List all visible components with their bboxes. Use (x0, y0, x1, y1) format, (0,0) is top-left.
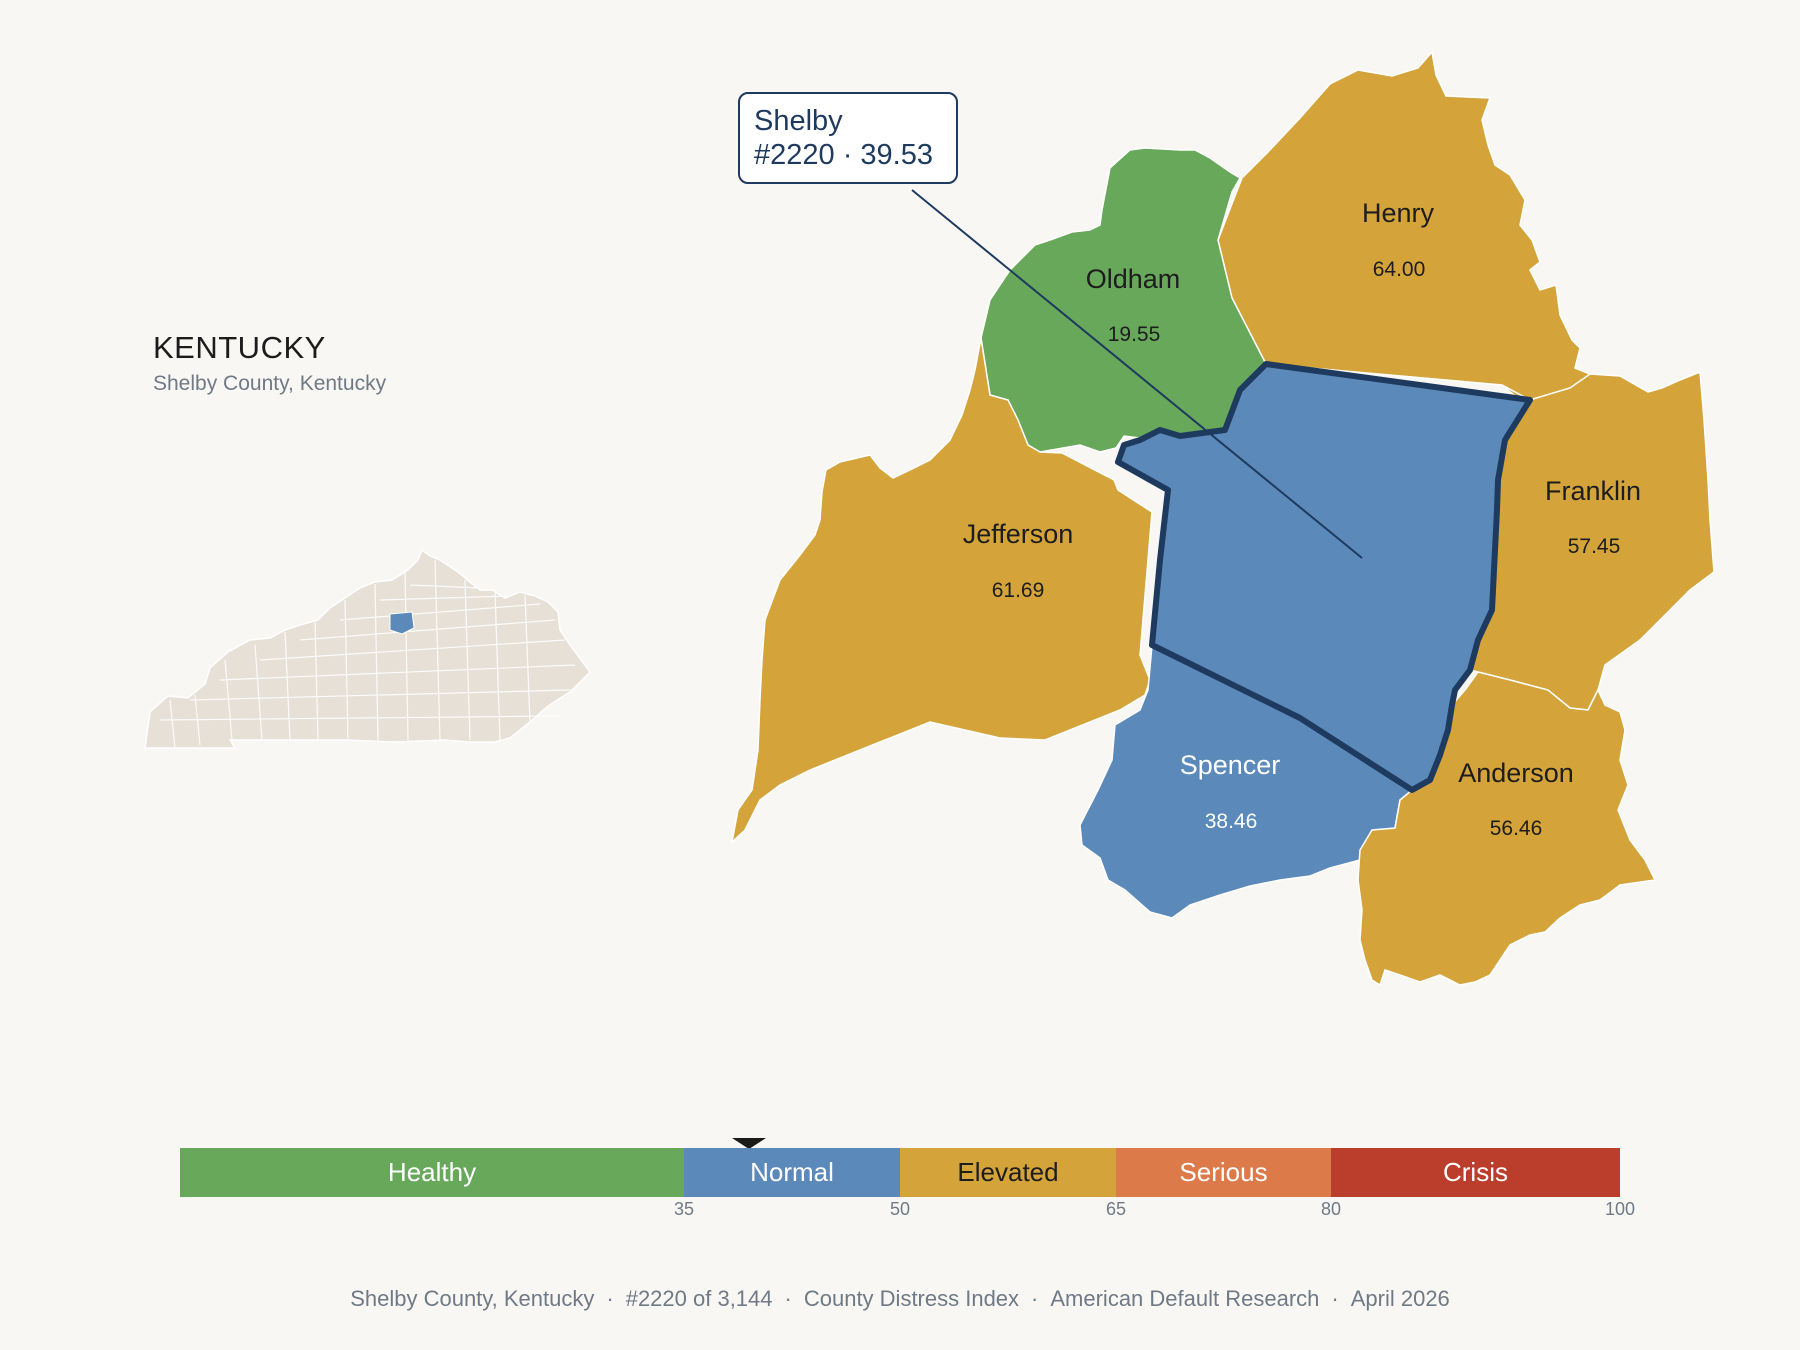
county-label-jefferson: Jefferson (963, 519, 1074, 549)
legend-segment-healthy: Healthy (180, 1148, 684, 1197)
state-title: KENTUCKY (153, 330, 326, 365)
shelby-inset-highlight (389, 611, 415, 635)
county-value-spencer: 38.46 (1205, 810, 1258, 833)
legend-tick-100: 100 (1604, 1199, 1636, 1219)
callout-leader-line (911, 189, 1363, 559)
legend-tick-35: 35 (673, 1199, 695, 1219)
legend-segment-normal: Normal (684, 1148, 900, 1197)
county-jefferson[interactable] (730, 337, 1153, 845)
county-value-jefferson: 61.69 (992, 579, 1045, 602)
callout-rank-value: #2220 · 39.53 (754, 139, 933, 171)
footer-source: American Default Research (1050, 1286, 1320, 1311)
county-anderson[interactable] (1357, 671, 1657, 987)
county-label-anderson: Anderson (1458, 758, 1574, 788)
footer-date: April 2026 (1350, 1286, 1450, 1311)
legend-tick-65: 65 (1105, 1199, 1127, 1219)
legend-pointer-icon (732, 1138, 766, 1149)
footer-rank: #2220 of 3,144 (625, 1286, 773, 1311)
county-value-anderson: 56.46 (1490, 817, 1543, 840)
county-value-franklin: 57.45 (1568, 535, 1621, 558)
footer: Shelby County, Kentucky · #2220 of 3,144 · C… (350, 1286, 1450, 1311)
legend-segment-crisis: Crisis (1331, 1148, 1620, 1197)
county-value-henry: 64.00 (1373, 258, 1426, 281)
state-subtitle: Shelby County, Kentucky (153, 372, 387, 395)
county-label-franklin: Franklin (1545, 476, 1641, 506)
county-callout: Shelby #2220 · 39.53 (738, 92, 958, 184)
legend-segment-elevated: Elevated (900, 1148, 1116, 1197)
kentucky-inset-map (144, 548, 591, 749)
legend-tick-80: 80 (1320, 1199, 1342, 1219)
county-value-oldham: 19.55 (1108, 323, 1161, 346)
footer-index: County Distress Index (803, 1286, 1020, 1311)
legend-segment-serious: Serious (1116, 1148, 1331, 1197)
county-label-oldham: Oldham (1086, 264, 1181, 294)
footer-county: Shelby County, Kentucky (350, 1286, 595, 1311)
legend-tick-50: 50 (889, 1199, 911, 1219)
callout-county-name: Shelby (754, 105, 843, 137)
county-shelby[interactable] (1115, 361, 1533, 793)
county-label-henry: Henry (1362, 198, 1435, 228)
county-label-spencer: Spencer (1180, 750, 1281, 780)
county-oldham[interactable] (980, 147, 1267, 453)
